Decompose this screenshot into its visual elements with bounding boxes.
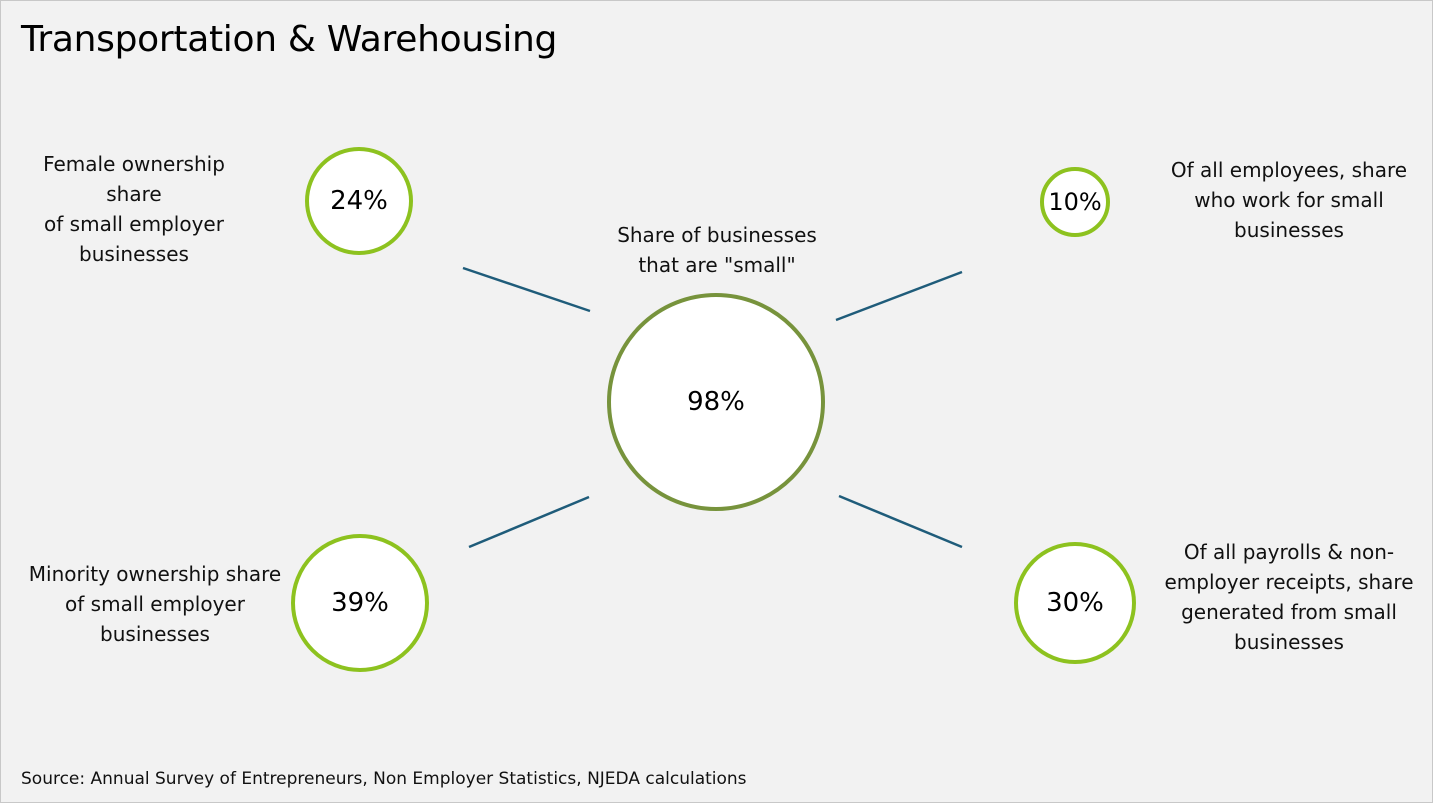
center-label: Share of businesses that are "small" <box>617 223 817 277</box>
center-value: 98% <box>687 387 745 417</box>
page-title: Transportation & Warehousing <box>21 19 558 60</box>
bottom-right-circle: 30% <box>1014 542 1136 664</box>
connector-top-right <box>835 270 963 322</box>
source-note: Source: Annual Survey of Entrepreneurs, … <box>21 769 747 789</box>
top-right-label: Of all employees, share who work for sma… <box>1170 158 1408 242</box>
bottom-left-value: 39% <box>331 588 389 618</box>
bottom-right-value: 30% <box>1046 588 1104 618</box>
bottom-left-circle: 39% <box>291 534 429 672</box>
bottom-left-label: Minority ownership share of small employ… <box>28 562 282 646</box>
top-left-label: Female ownership share of small employer… <box>43 152 225 266</box>
top-left-circle: 24% <box>305 147 413 255</box>
connector-bottom-right <box>838 494 963 549</box>
top-right-value: 10% <box>1048 188 1102 216</box>
connector-top-left <box>462 266 591 313</box>
top-left-value: 24% <box>330 186 388 216</box>
top-right-circle: 10% <box>1040 167 1110 237</box>
bottom-right-label: Of all payrolls & non- employer receipts… <box>1164 540 1414 654</box>
connector-bottom-left <box>468 495 590 549</box>
center-circle: 98% <box>607 293 825 511</box>
